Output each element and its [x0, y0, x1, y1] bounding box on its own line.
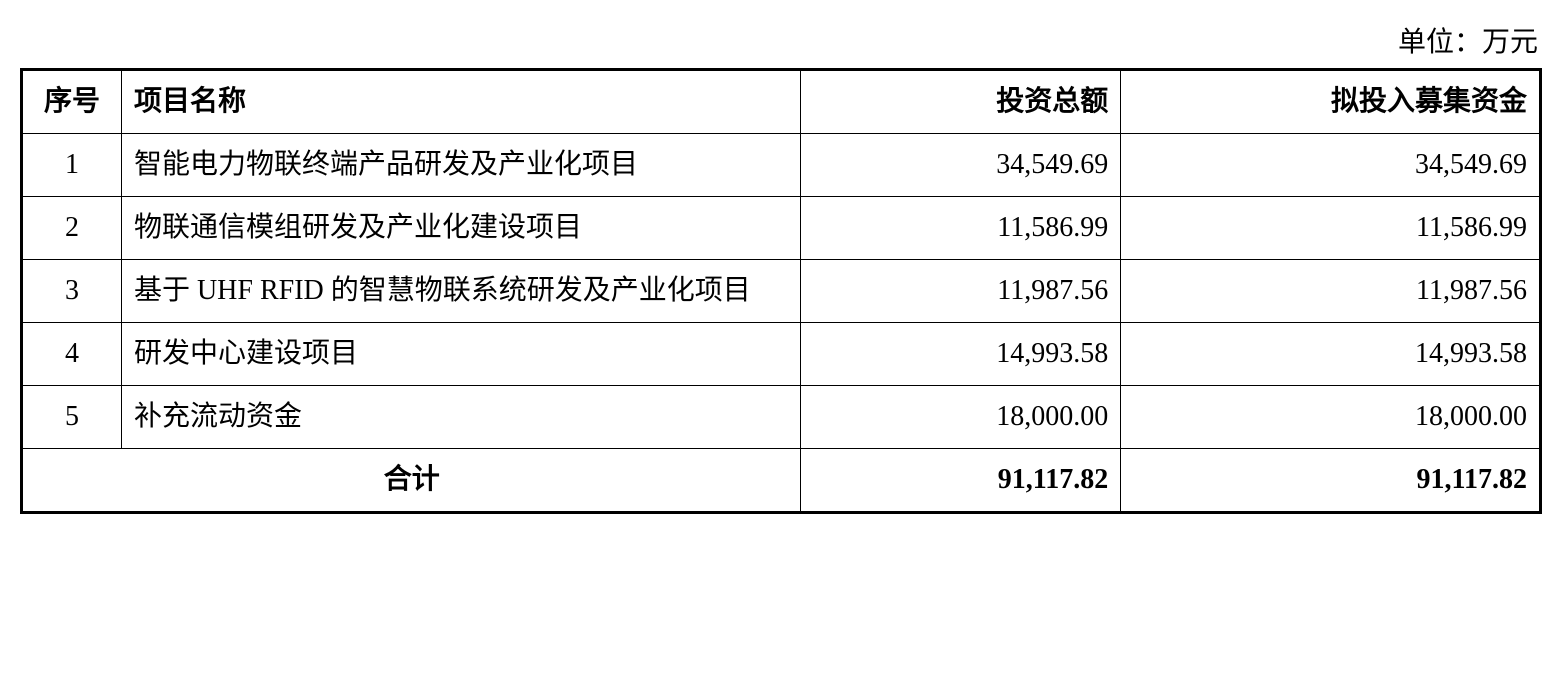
- total-raise: 91,117.82: [1121, 449, 1541, 513]
- cell-invest: 18,000.00: [801, 386, 1121, 449]
- cell-seq: 3: [22, 260, 122, 323]
- cell-seq: 2: [22, 197, 122, 260]
- table-body: 1 智能电力物联终端产品研发及产业化项目 34,549.69 34,549.69…: [22, 134, 1541, 513]
- cell-name: 智能电力物联终端产品研发及产业化项目: [121, 134, 800, 197]
- cell-seq: 1: [22, 134, 122, 197]
- table-row: 3 基于 UHF RFID 的智慧物联系统研发及产业化项目 11,987.56 …: [22, 260, 1541, 323]
- table-row: 2 物联通信模组研发及产业化建设项目 11,586.99 11,586.99: [22, 197, 1541, 260]
- cell-raise: 34,549.69: [1121, 134, 1541, 197]
- table-row: 4 研发中心建设项目 14,993.58 14,993.58: [22, 323, 1541, 386]
- cell-invest: 11,987.56: [801, 260, 1121, 323]
- cell-invest: 34,549.69: [801, 134, 1121, 197]
- investment-table: 序号 项目名称 投资总额 拟投入募集资金 1 智能电力物联终端产品研发及产业化项…: [20, 68, 1542, 514]
- cell-raise: 11,987.56: [1121, 260, 1541, 323]
- table-header-row: 序号 项目名称 投资总额 拟投入募集资金: [22, 70, 1541, 134]
- header-invest: 投资总额: [801, 70, 1121, 134]
- table-container: 单位：万元 序号 项目名称 投资总额 拟投入募集资金 1 智能电力物联终端产品研…: [20, 20, 1542, 514]
- cell-raise: 14,993.58: [1121, 323, 1541, 386]
- cell-seq: 5: [22, 386, 122, 449]
- cell-name: 基于 UHF RFID 的智慧物联系统研发及产业化项目: [121, 260, 800, 323]
- cell-name: 研发中心建设项目: [121, 323, 800, 386]
- total-label: 合计: [22, 449, 801, 513]
- cell-name: 物联通信模组研发及产业化建设项目: [121, 197, 800, 260]
- table-row: 5 补充流动资金 18,000.00 18,000.00: [22, 386, 1541, 449]
- cell-raise: 11,586.99: [1121, 197, 1541, 260]
- table-total-row: 合计 91,117.82 91,117.82: [22, 449, 1541, 513]
- cell-seq: 4: [22, 323, 122, 386]
- cell-invest: 11,586.99: [801, 197, 1121, 260]
- cell-raise: 18,000.00: [1121, 386, 1541, 449]
- cell-invest: 14,993.58: [801, 323, 1121, 386]
- total-invest: 91,117.82: [801, 449, 1121, 513]
- unit-label: 单位：万元: [20, 20, 1542, 60]
- table-row: 1 智能电力物联终端产品研发及产业化项目 34,549.69 34,549.69: [22, 134, 1541, 197]
- header-name: 项目名称: [121, 70, 800, 134]
- header-raise: 拟投入募集资金: [1121, 70, 1541, 134]
- header-seq: 序号: [22, 70, 122, 134]
- cell-name: 补充流动资金: [121, 386, 800, 449]
